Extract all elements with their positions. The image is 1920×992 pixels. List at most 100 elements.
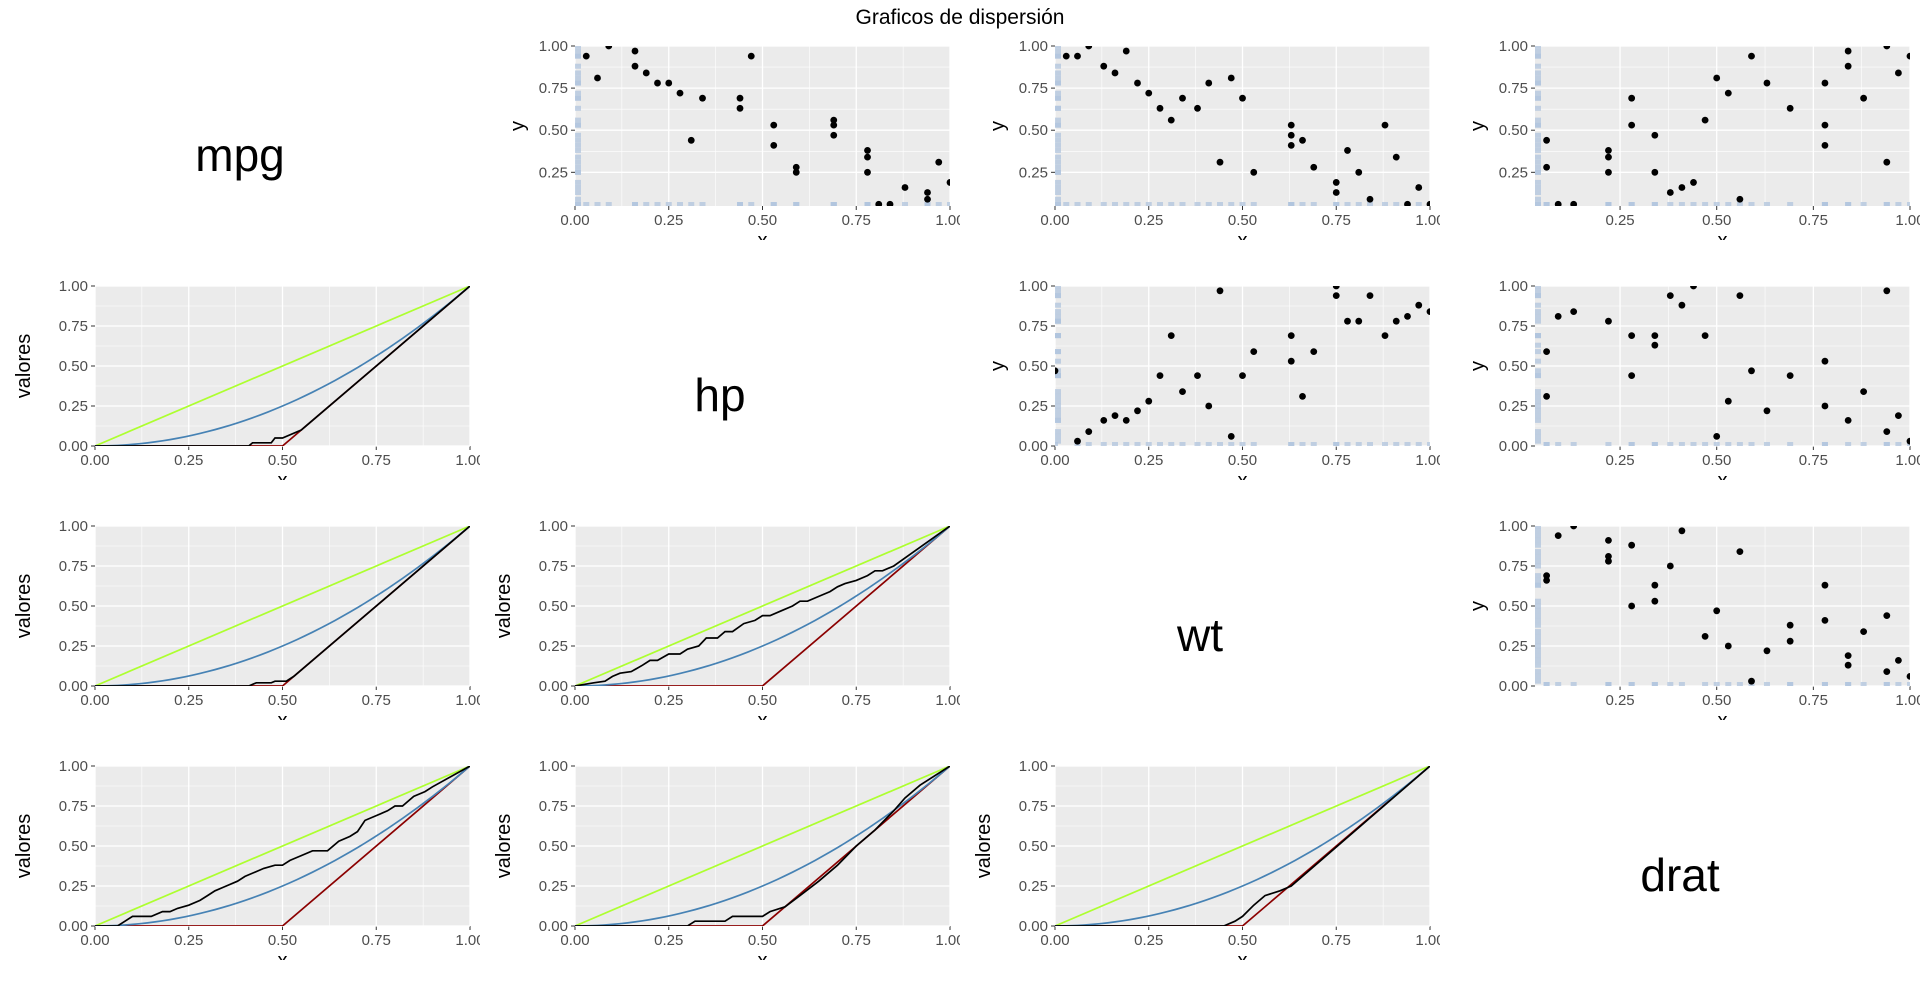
data-point (1666, 292, 1674, 299)
data-point (1156, 372, 1164, 379)
data-point (1404, 200, 1411, 206)
data-point (1310, 163, 1318, 171)
data-point (654, 79, 661, 87)
variable-label-wt: wt (1177, 609, 1223, 661)
rug-x-mark (1895, 202, 1902, 206)
rug-x-mark (1860, 682, 1867, 686)
rug-y-mark (1535, 53, 1541, 59)
rug-y-mark (1535, 196, 1541, 202)
y-tick-label: 1.00 (59, 278, 88, 295)
data-point (1392, 153, 1400, 161)
diagonal-cell-mpg: mpg (0, 0, 480, 240)
data-point (1381, 332, 1389, 339)
data-point (1605, 317, 1612, 325)
data-point (1111, 412, 1119, 419)
rug-y-mark (1535, 608, 1541, 614)
data-point (676, 89, 684, 97)
rug-x-mark (1228, 442, 1235, 446)
data-point (1194, 372, 1201, 379)
rug-x-mark (1651, 682, 1658, 686)
curve-panel-3-2: 0.00 0.25 0.50 0.75 1.00 0.00 0.25 0.50 0.75 1.00… (960, 720, 1440, 960)
data-point (582, 52, 590, 60)
rug-y-mark (1535, 159, 1541, 165)
y-tick-label: 0.00 (59, 438, 88, 455)
data-point (1666, 562, 1674, 570)
rug-y-mark (575, 122, 581, 128)
rug-y-mark (1055, 142, 1061, 148)
y-tick-label: 0.25 (1019, 398, 1048, 415)
y-tick-label: 0.50 (59, 598, 88, 615)
rug-y-mark (1535, 553, 1541, 559)
rug-y-mark (1535, 669, 1541, 675)
data-point (1786, 621, 1794, 629)
rug-y-mark (1535, 105, 1541, 111)
data-point (1205, 79, 1213, 87)
data-point (1821, 121, 1829, 129)
x-tick-label: 0.75 (1799, 692, 1828, 709)
rug-y-mark (1055, 90, 1061, 96)
y-tick-label: 0.50 (1499, 122, 1528, 139)
rug-x-mark (1333, 442, 1340, 446)
rug-x-mark (665, 202, 672, 206)
x-tick-label: 0.00 (80, 692, 109, 709)
data-point (1628, 121, 1636, 129)
rug-x-mark (1134, 202, 1141, 206)
x-axis-title: x (278, 470, 288, 480)
rug-y-mark (1055, 132, 1061, 138)
rug-x-mark (1543, 442, 1550, 446)
rug-y-mark (1535, 309, 1541, 315)
rug-x-mark (1763, 682, 1770, 686)
x-tick-label: 1.00 (455, 452, 480, 469)
y-tick-label: 0.25 (539, 164, 568, 181)
rug-y-mark (1535, 549, 1541, 555)
data-point (642, 69, 650, 77)
rug-y-mark (1055, 190, 1061, 196)
data-point (1713, 433, 1721, 440)
rug-x-mark (1883, 442, 1890, 446)
rug-x-mark (1112, 442, 1118, 446)
rug-x-mark (1382, 202, 1388, 206)
independence-curve (1055, 766, 1430, 926)
rug-y-mark (575, 169, 581, 175)
data-point (1074, 52, 1081, 60)
data-point (1883, 287, 1891, 295)
data-point (1628, 372, 1636, 379)
variable-label-mpg: mpg (195, 129, 285, 181)
chart-svg: 0.00 0.25 0.50 0.75 1.00 0.25 0.50 0.75 1.00 x y (987, 38, 1440, 240)
rug-y-mark (1055, 389, 1061, 395)
rug-x-mark (1702, 442, 1709, 446)
data-point (1678, 527, 1686, 535)
rug-y-mark (575, 75, 581, 81)
chart-svg: 0.00 0.25 0.50 0.75 1.00 0.00 0.25 0.50 0.75 1.00… (13, 278, 480, 480)
data-point (1366, 195, 1374, 203)
x-tick-label: 0.75 (842, 212, 871, 229)
data-point (1299, 393, 1306, 400)
data-point (1570, 200, 1578, 206)
rug-y-mark (1535, 164, 1541, 170)
data-point (792, 163, 800, 171)
x-tick-label: 1.00 (935, 692, 960, 709)
data-point (1216, 287, 1224, 295)
data-point (1651, 341, 1659, 349)
data-point (1145, 397, 1153, 405)
independence-curve (95, 766, 470, 926)
rug-y-mark (1535, 629, 1541, 635)
x-tick-label: 0.00 (560, 212, 589, 229)
data-point (1205, 402, 1213, 410)
rug-x-mark (1168, 442, 1175, 446)
data-point (1844, 62, 1852, 70)
chart-svg: 0.00 0.25 0.50 0.75 1.00 0.00 0.25 0.50 0.75 1.00… (987, 278, 1440, 480)
rug-x-mark (1667, 202, 1674, 206)
data-point (1134, 407, 1141, 415)
data-point (1404, 313, 1411, 320)
data-point (1355, 317, 1363, 325)
x-axis-title: x (1238, 230, 1248, 240)
y-tick-label: 1.00 (59, 758, 88, 775)
rug-x-mark (1085, 442, 1092, 446)
rug-x-mark (793, 202, 800, 206)
rug-x-mark (1157, 442, 1163, 446)
rug-y-mark (1535, 137, 1541, 143)
lower-bound-line (575, 766, 950, 926)
rug-x-mark (1123, 442, 1130, 446)
rug-y-mark (1055, 48, 1061, 54)
